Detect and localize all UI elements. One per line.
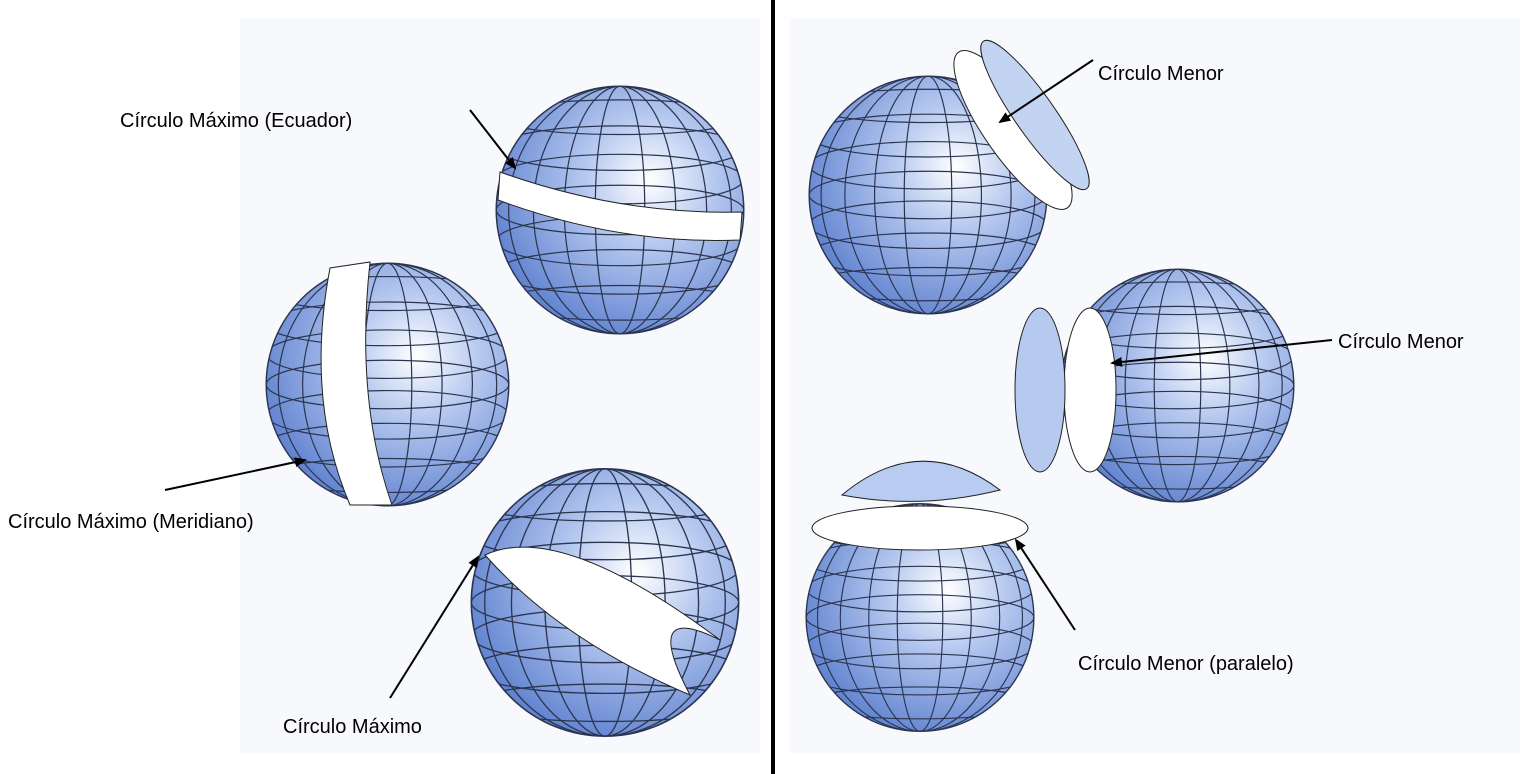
label: Círculo Máximo (Ecuador): [120, 110, 352, 132]
label: Círculo Máximo (Meridiano): [8, 511, 254, 533]
label: Círculo Menor: [1098, 63, 1224, 85]
arrow: [469, 109, 517, 170]
globe-oblique: [471, 469, 738, 736]
label: Círculo Menor (paralelo): [1078, 653, 1294, 675]
globe-equator: [496, 86, 744, 334]
globe-small-bottom: [806, 460, 1034, 731]
label: Círculo Menor: [1338, 331, 1464, 353]
globe-meridian: [266, 261, 509, 506]
arrow: [389, 555, 480, 699]
globe-small-middle: [1014, 269, 1294, 502]
arrow: [164, 457, 307, 491]
label: Círculo Máximo: [283, 716, 422, 738]
globe-small-top: [809, 39, 1090, 314]
arrow: [1110, 339, 1333, 367]
arrow: [998, 59, 1094, 124]
arrow: [1014, 538, 1076, 631]
